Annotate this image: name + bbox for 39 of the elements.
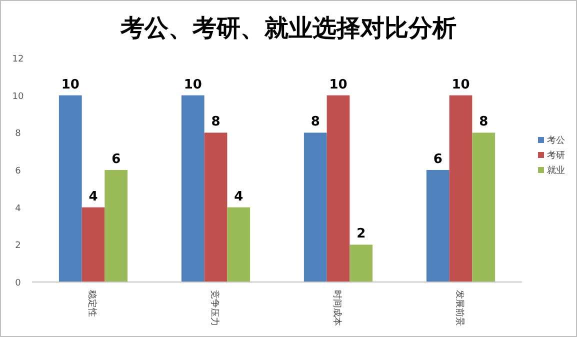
y-tick-label: 10 bbox=[12, 92, 24, 102]
chart-title: 考公、考研、就业选择对比分析 bbox=[120, 14, 456, 42]
data-label: 2 bbox=[356, 226, 366, 242]
bar bbox=[472, 132, 496, 282]
legend-label: 就业 bbox=[547, 165, 565, 176]
x-tick-label: 竞争压力 bbox=[208, 290, 220, 326]
bar bbox=[104, 170, 128, 282]
data-label: 10 bbox=[452, 77, 470, 92]
bar bbox=[326, 95, 350, 282]
data-label: 6 bbox=[112, 152, 121, 167]
y-tick-label: 2 bbox=[15, 241, 21, 252]
y-tick-label: 8 bbox=[15, 129, 22, 140]
bar bbox=[82, 207, 105, 282]
data-label: 8 bbox=[211, 114, 220, 130]
data-label: 4 bbox=[88, 189, 98, 204]
bar bbox=[58, 95, 82, 282]
legend-label: 考研 bbox=[547, 150, 565, 161]
bar bbox=[449, 95, 472, 282]
y-tick-label: 0 bbox=[15, 278, 22, 288]
x-tick-label: 时间成本 bbox=[331, 290, 342, 326]
y-tick-label: 12 bbox=[12, 54, 24, 64]
y-tick-label: 4 bbox=[15, 204, 22, 214]
data-label: 10 bbox=[184, 77, 202, 92]
x-tick-label: 稳定性 bbox=[86, 290, 98, 317]
data-label: 8 bbox=[310, 114, 320, 130]
data-label: 6 bbox=[433, 152, 442, 167]
legend-label: 考公 bbox=[547, 135, 565, 146]
y-tick-label: 6 bbox=[15, 166, 22, 176]
data-label: 10 bbox=[61, 77, 80, 92]
bar bbox=[227, 207, 250, 282]
data-label: 10 bbox=[329, 77, 348, 92]
bar bbox=[426, 170, 450, 282]
data-label: 4 bbox=[234, 189, 244, 204]
bar bbox=[204, 132, 228, 282]
bar bbox=[181, 95, 204, 282]
data-label: 8 bbox=[479, 114, 488, 130]
bar bbox=[350, 244, 373, 282]
bar bbox=[304, 132, 327, 282]
x-tick-label: 发展前景 bbox=[454, 290, 465, 326]
